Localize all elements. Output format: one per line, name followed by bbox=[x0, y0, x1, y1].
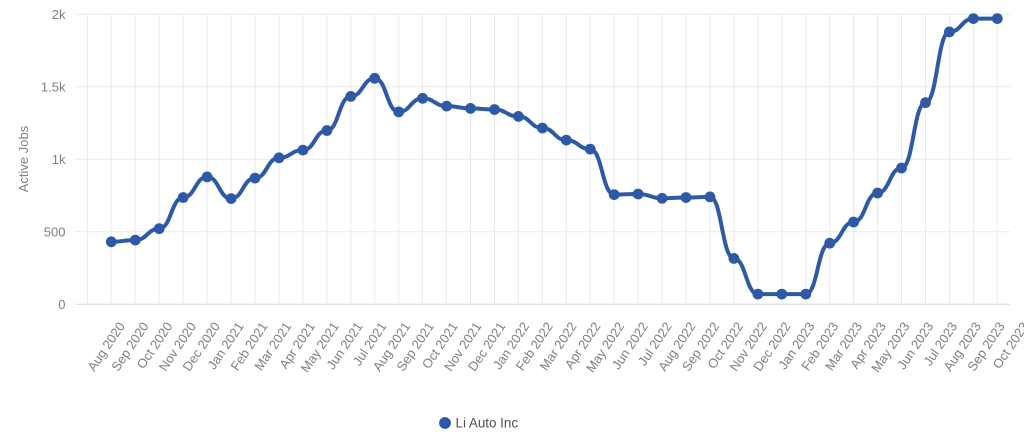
svg-text:1.5k: 1.5k bbox=[41, 79, 66, 94]
svg-text:Li Auto Inc: Li Auto Inc bbox=[456, 416, 519, 431]
svg-text:500: 500 bbox=[44, 224, 66, 239]
svg-text:Active Jobs: Active Jobs bbox=[16, 125, 31, 192]
svg-text:1k: 1k bbox=[52, 152, 66, 167]
svg-text:2k: 2k bbox=[52, 7, 66, 22]
svg-text:0: 0 bbox=[58, 297, 65, 312]
